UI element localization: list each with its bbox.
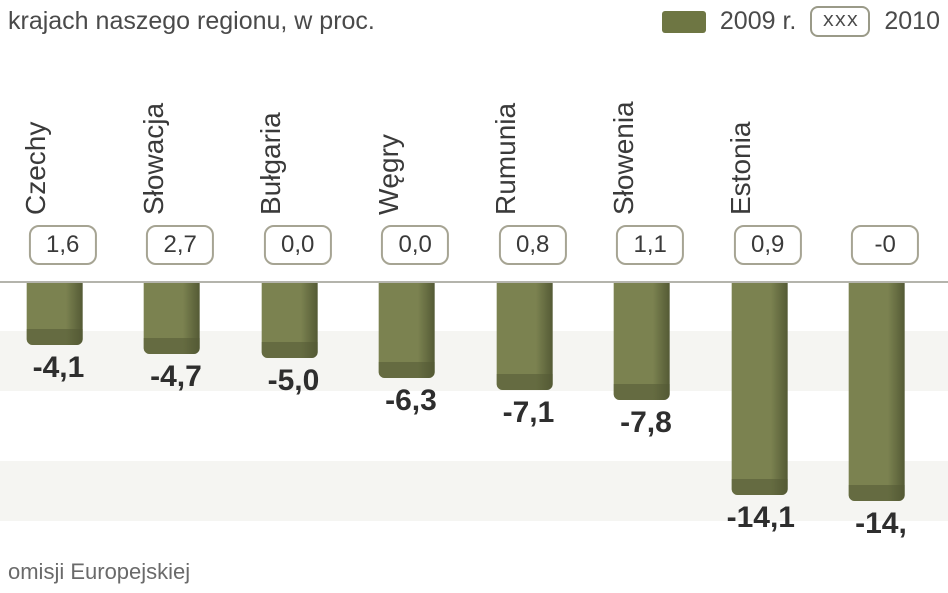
chart-column: Węgry 0,0 -6,3 — [361, 51, 479, 531]
bar-2009 — [379, 283, 435, 378]
bar-2009 — [26, 283, 82, 345]
chart-column: -0-14, — [831, 51, 948, 531]
country-label: Rumunia — [490, 103, 522, 215]
legend-year-2009: 2009 r. — [720, 7, 796, 36]
chart-column: Słowenia 1,1 -7,8 — [596, 51, 714, 531]
legend-swatch-2010: xxx — [810, 6, 870, 37]
country-label: Słowenia — [608, 101, 640, 215]
bar-2009 — [849, 283, 905, 501]
chart-column: Bułgaria 0,0 -5,0 — [243, 51, 361, 531]
chart-column: Estonia0,9-14,1 — [713, 51, 831, 531]
chart-columns: Czechy 1,6 -4,1 Słowacja 2,7 -4,7 Bułgaria 0,0 -… — [8, 51, 948, 531]
bar-2009 — [144, 283, 200, 354]
value-2010-box: 0,8 — [499, 225, 567, 265]
chart-column: Rumunia 0,8 -7,1 — [478, 51, 596, 531]
value-2009-label: -6,3 — [385, 384, 437, 418]
value-2009-label: -5,0 — [268, 364, 320, 398]
bar-2009 — [496, 283, 552, 390]
chart-column: Czechy 1,6 -4,1 — [8, 51, 126, 531]
value-2009-label: -7,1 — [503, 396, 555, 430]
value-2010-box: 2,7 — [146, 225, 214, 265]
chart-header: krajach naszego regionu, w proc. 2009 r.… — [0, 0, 948, 51]
country-label: Węgry — [373, 134, 405, 215]
chart-area: Czechy 1,6 -4,1 Słowacja 2,7 -4,7 Bułgaria 0,0 -… — [0, 51, 948, 531]
value-2009-label: -7,8 — [620, 406, 672, 440]
legend-year-2010: 2010 — [884, 7, 940, 36]
value-2010-box: 1,6 — [29, 225, 97, 265]
country-label: Bułgaria — [255, 112, 287, 215]
value-2009-label: -4,7 — [150, 360, 202, 394]
country-label: Słowacja — [138, 103, 170, 215]
chart-title: krajach naszego regionu, w proc. — [8, 7, 650, 36]
value-2009-label: -14,1 — [727, 501, 795, 535]
value-2010-box: -0 — [851, 225, 919, 265]
legend: 2009 r. xxx 2010 — [662, 6, 940, 37]
value-2010-box: 0,9 — [734, 225, 802, 265]
value-2009-label: -4,1 — [33, 351, 85, 385]
value-2010-box: 0,0 — [381, 225, 449, 265]
value-2009-label: -14, — [855, 507, 907, 541]
source-caption: omisji Europejskiej — [8, 559, 190, 585]
legend-swatch-2009 — [662, 11, 706, 33]
bar-2009 — [261, 283, 317, 358]
bar-2009 — [731, 283, 787, 495]
bar-2009 — [614, 283, 670, 400]
value-2010-box: 0,0 — [264, 225, 332, 265]
chart-column: Słowacja 2,7 -4,7 — [126, 51, 244, 531]
value-2010-box: 1,1 — [616, 225, 684, 265]
country-label: Estonia — [725, 122, 757, 215]
country-label: Czechy — [20, 122, 52, 215]
